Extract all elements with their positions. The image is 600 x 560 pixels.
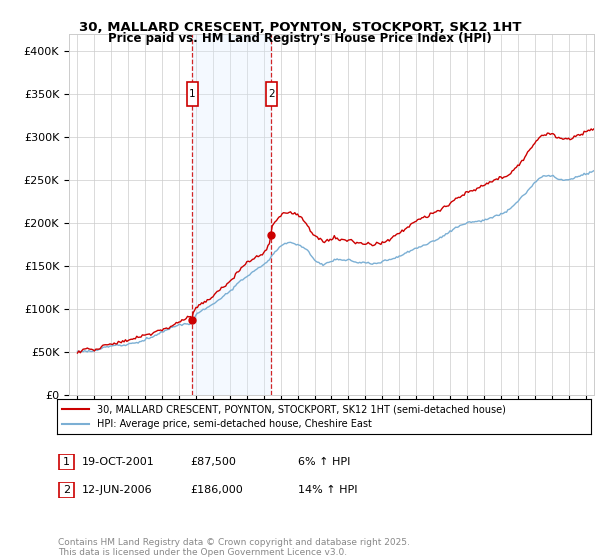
Bar: [193, 34, 271, 395]
Text: 2: 2: [268, 89, 275, 99]
Text: 1: 1: [63, 457, 70, 467]
Text: £87,500: £87,500: [190, 457, 236, 467]
FancyBboxPatch shape: [187, 82, 198, 106]
Text: 30, MALLARD CRESCENT, POYNTON, STOCKPORT, SK12 1HT: 30, MALLARD CRESCENT, POYNTON, STOCKPORT…: [79, 21, 521, 34]
Text: 12-JUN-2006: 12-JUN-2006: [82, 485, 153, 495]
Text: 14% ↑ HPI: 14% ↑ HPI: [298, 485, 358, 495]
Text: 19-OCT-2001: 19-OCT-2001: [82, 457, 155, 467]
Text: 30, MALLARD CRESCENT, POYNTON, STOCKPORT, SK12 1HT (semi-detached house): 30, MALLARD CRESCENT, POYNTON, STOCKPORT…: [97, 404, 506, 414]
Text: £186,000: £186,000: [190, 485, 243, 495]
FancyBboxPatch shape: [266, 82, 277, 106]
Text: 2: 2: [63, 485, 70, 495]
Text: HPI: Average price, semi-detached house, Cheshire East: HPI: Average price, semi-detached house,…: [97, 419, 372, 430]
Text: 6% ↑ HPI: 6% ↑ HPI: [298, 457, 350, 467]
FancyBboxPatch shape: [59, 482, 74, 497]
Text: 1: 1: [189, 89, 196, 99]
Text: Contains HM Land Registry data © Crown copyright and database right 2025.
This d: Contains HM Land Registry data © Crown c…: [58, 538, 410, 557]
FancyBboxPatch shape: [59, 455, 74, 469]
Text: Price paid vs. HM Land Registry's House Price Index (HPI): Price paid vs. HM Land Registry's House …: [108, 32, 492, 45]
